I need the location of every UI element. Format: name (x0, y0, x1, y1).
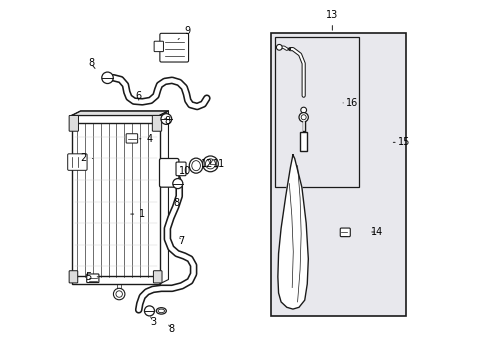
Text: 8: 8 (167, 324, 174, 334)
Text: 1: 1 (130, 209, 145, 219)
Bar (72, 116, 159, 284)
Text: 8: 8 (88, 58, 95, 68)
Circle shape (113, 288, 124, 300)
Ellipse shape (158, 309, 164, 313)
Text: 7: 7 (178, 236, 184, 246)
Circle shape (102, 72, 113, 84)
Text: 14: 14 (370, 227, 383, 237)
Circle shape (205, 159, 215, 169)
Circle shape (276, 44, 282, 50)
FancyBboxPatch shape (69, 116, 78, 131)
Text: 12: 12 (200, 159, 213, 169)
FancyBboxPatch shape (67, 154, 87, 170)
Ellipse shape (189, 158, 203, 173)
Circle shape (298, 113, 308, 122)
Text: 4: 4 (140, 134, 152, 144)
FancyBboxPatch shape (154, 41, 163, 51)
Circle shape (161, 114, 171, 125)
Text: 11: 11 (213, 159, 225, 169)
Polygon shape (277, 155, 308, 309)
FancyBboxPatch shape (152, 116, 162, 131)
Ellipse shape (156, 308, 166, 314)
FancyBboxPatch shape (176, 162, 185, 176)
FancyBboxPatch shape (69, 271, 78, 283)
Circle shape (116, 291, 122, 297)
Text: 2: 2 (81, 153, 93, 163)
Circle shape (172, 179, 183, 189)
FancyBboxPatch shape (160, 33, 188, 62)
FancyBboxPatch shape (300, 132, 306, 151)
FancyBboxPatch shape (340, 228, 349, 237)
FancyBboxPatch shape (86, 274, 99, 283)
Text: 10: 10 (179, 166, 191, 176)
Ellipse shape (191, 161, 200, 171)
Text: 6: 6 (135, 91, 142, 101)
Text: 13: 13 (325, 10, 338, 30)
Bar (274, 37, 359, 187)
Circle shape (301, 115, 305, 120)
Text: 8: 8 (173, 198, 179, 208)
FancyBboxPatch shape (126, 134, 137, 143)
Circle shape (300, 107, 306, 113)
Text: 16: 16 (343, 98, 358, 108)
Text: 15: 15 (392, 138, 409, 147)
Circle shape (202, 156, 218, 172)
Text: 8: 8 (164, 116, 170, 126)
Circle shape (144, 306, 154, 316)
Text: 9: 9 (178, 26, 190, 40)
FancyBboxPatch shape (153, 271, 162, 283)
FancyBboxPatch shape (159, 158, 179, 187)
Text: 5: 5 (85, 272, 98, 282)
Bar (271, 33, 405, 316)
Polygon shape (72, 111, 168, 116)
Text: 3: 3 (150, 317, 156, 327)
